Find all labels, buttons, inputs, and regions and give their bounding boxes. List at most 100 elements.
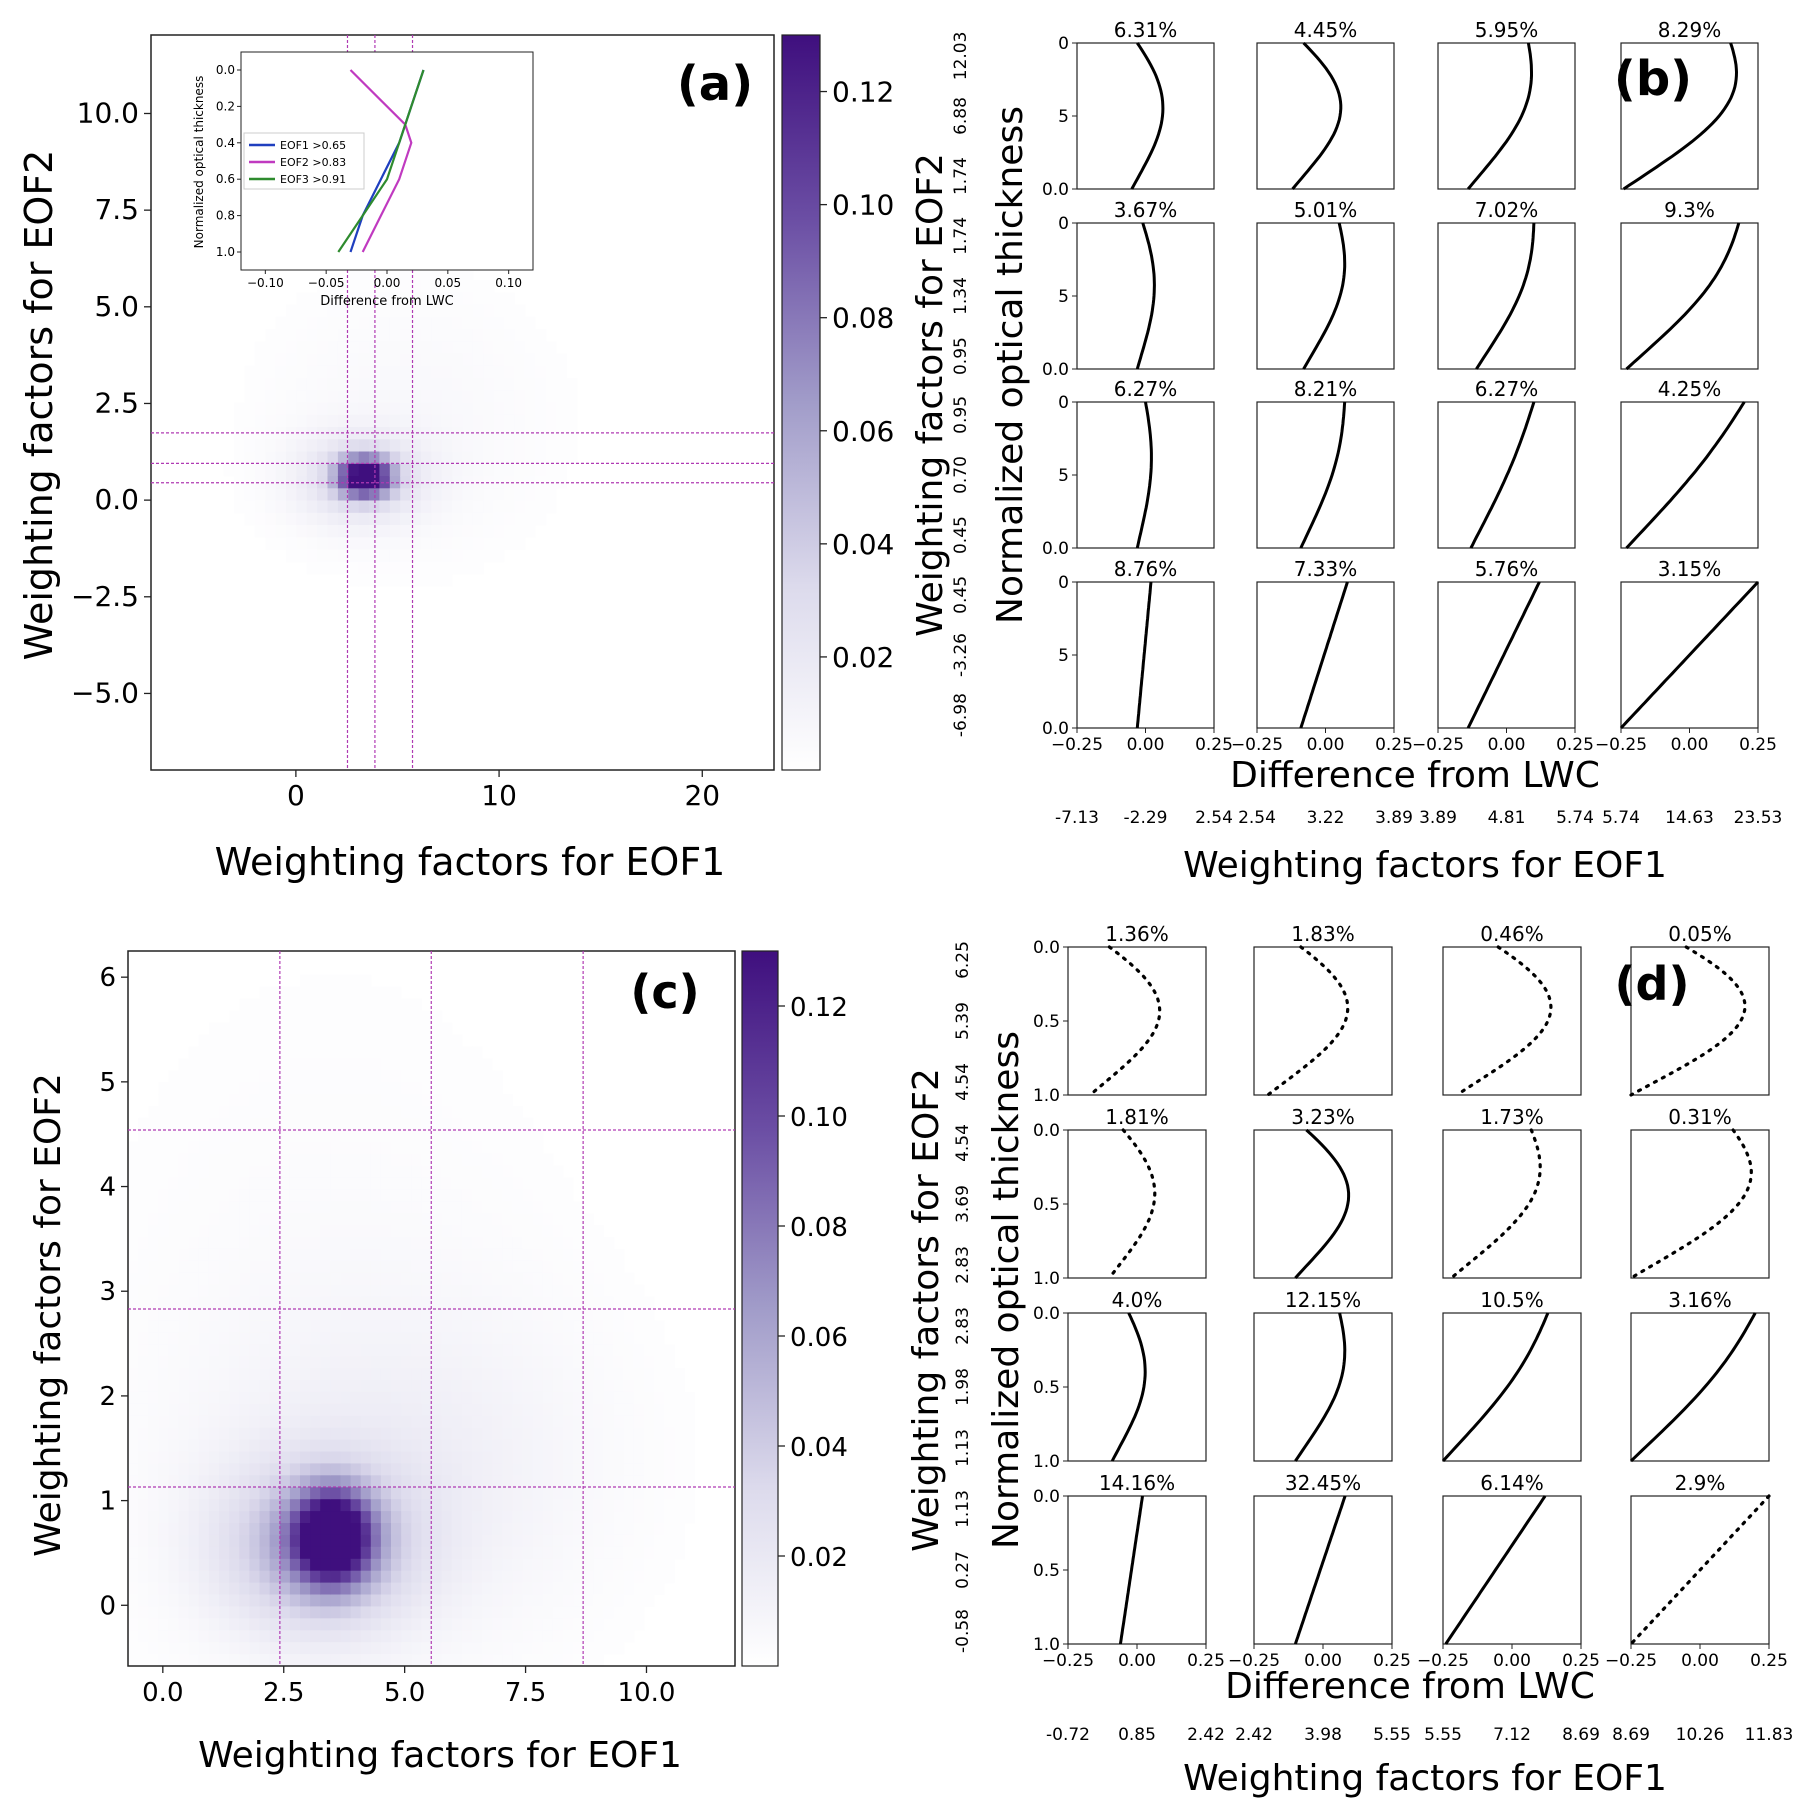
heatmap-cell bbox=[603, 1260, 615, 1274]
heatmap-cell bbox=[603, 1451, 615, 1464]
heatmap-cell bbox=[391, 1618, 402, 1631]
heatmap-cell bbox=[593, 1248, 605, 1262]
heatmap-cell bbox=[391, 1451, 402, 1464]
heatmap-cell bbox=[208, 1225, 220, 1238]
heatmap-cell bbox=[158, 1582, 169, 1596]
panel-a-inset-ylabel: Normalized optical thickness bbox=[192, 76, 206, 249]
heatmap-cell bbox=[421, 1153, 433, 1167]
y-tick-label: −5.0 bbox=[71, 676, 139, 709]
heatmap-cell bbox=[219, 1594, 230, 1607]
heatmap-cell bbox=[411, 1225, 422, 1238]
heatmap-cell bbox=[360, 974, 372, 988]
heatmap-cell bbox=[310, 1010, 321, 1024]
heatmap-cell bbox=[178, 1368, 190, 1381]
heatmap-cell bbox=[535, 512, 547, 526]
heatmap-cell bbox=[524, 463, 536, 477]
heatmap-cell bbox=[138, 1463, 149, 1476]
profile-line bbox=[1135, 401, 1153, 549]
y-tick-label: 2 bbox=[99, 1382, 116, 1412]
heatmap-cell bbox=[138, 1499, 149, 1512]
heatmap-cell bbox=[482, 1320, 493, 1333]
heatmap-cell bbox=[138, 1225, 149, 1238]
heatmap-cell bbox=[452, 292, 464, 306]
heatmap-cell bbox=[532, 1332, 544, 1345]
heatmap-cell bbox=[330, 1237, 341, 1250]
heatmap-cell bbox=[482, 1570, 493, 1584]
heatmap-cell bbox=[330, 1344, 341, 1357]
heatmap-cell bbox=[379, 512, 391, 526]
heatmap-cell bbox=[492, 1117, 503, 1131]
heatmap-cell bbox=[583, 1403, 594, 1417]
heatmap-cell bbox=[512, 1153, 524, 1167]
heatmap-cell bbox=[317, 365, 329, 379]
heatmap-cell bbox=[289, 1570, 301, 1584]
heatmap-cell bbox=[411, 1284, 422, 1298]
heatmap-cell bbox=[259, 1511, 271, 1524]
heatmap-cell bbox=[451, 1451, 463, 1464]
heatmap-cell bbox=[493, 402, 505, 416]
heatmap-cell bbox=[289, 1356, 301, 1369]
heatmap-cell bbox=[300, 1570, 311, 1584]
heatmap-cell bbox=[279, 1380, 291, 1393]
heatmap-cell bbox=[310, 1618, 321, 1631]
heatmap-cell bbox=[370, 1391, 382, 1405]
heatmap-cell bbox=[369, 316, 380, 330]
heatmap-cell bbox=[208, 1499, 220, 1512]
heatmap-cell bbox=[400, 329, 412, 342]
heatmap-cell bbox=[330, 1082, 341, 1095]
heatmap-cell bbox=[552, 1451, 564, 1464]
colorbar-tick-label: 0.10 bbox=[790, 1103, 848, 1133]
heatmap-cell bbox=[512, 1427, 524, 1441]
heatmap-cell bbox=[613, 1534, 625, 1548]
heatmap-cell bbox=[300, 1534, 311, 1548]
heatmap-cell bbox=[411, 1260, 422, 1274]
heatmap-cell bbox=[178, 1570, 190, 1584]
heatmap-cell bbox=[337, 341, 349, 355]
heatmap-cell bbox=[535, 439, 547, 453]
heatmap-cell bbox=[512, 1141, 524, 1155]
heatmap-cell bbox=[265, 537, 277, 551]
heatmap-cell bbox=[198, 1451, 210, 1464]
heatmap-cell bbox=[229, 1260, 240, 1274]
heatmap-cell bbox=[380, 1094, 392, 1107]
heatmap-cell bbox=[219, 1654, 230, 1667]
heatmap-cell bbox=[370, 1094, 382, 1107]
heatmap-cell bbox=[310, 1558, 321, 1572]
heatmap-cell bbox=[279, 1094, 291, 1107]
heatmap-cell bbox=[603, 1439, 615, 1453]
heatmap-cell bbox=[472, 1523, 483, 1536]
heatmap-cell bbox=[259, 1201, 271, 1214]
heatmap-cell bbox=[219, 1046, 230, 1059]
heatmap-cell bbox=[461, 1391, 473, 1405]
heatmap-cell bbox=[493, 512, 505, 526]
heatmap-cell bbox=[188, 1129, 200, 1143]
heatmap-cell bbox=[483, 341, 495, 355]
heatmap-cell bbox=[348, 561, 360, 575]
heatmap-cell bbox=[380, 1117, 392, 1131]
heatmap-cell bbox=[512, 1451, 524, 1464]
heatmap-cell bbox=[320, 1082, 331, 1095]
heatmap-cell bbox=[461, 1487, 473, 1500]
heatmap-cell bbox=[483, 316, 495, 330]
heatmap-cell bbox=[472, 439, 484, 453]
heatmap-cell bbox=[306, 561, 318, 575]
heatmap-cell bbox=[472, 463, 484, 477]
heatmap-cell bbox=[583, 1594, 594, 1607]
heatmap-cell bbox=[310, 1594, 321, 1607]
heatmap-cell bbox=[421, 537, 432, 551]
heatmap-cell bbox=[492, 1165, 503, 1178]
heatmap-cell bbox=[421, 304, 432, 318]
row-bin-label: 1.13 bbox=[953, 1490, 973, 1528]
heatmap-cell bbox=[654, 1558, 665, 1572]
heatmap-cell bbox=[441, 1534, 453, 1548]
heatmap-cell bbox=[542, 1570, 554, 1584]
heatmap-cell bbox=[358, 390, 370, 404]
subplot-percent: 5.76% bbox=[1475, 557, 1539, 581]
heatmap-cell bbox=[431, 1225, 443, 1238]
heatmap-cell bbox=[360, 1141, 372, 1155]
heatmap-cell bbox=[542, 1153, 554, 1167]
heatmap-cell bbox=[532, 1189, 544, 1202]
heatmap-cell bbox=[158, 1463, 169, 1476]
heatmap-cell bbox=[633, 1332, 645, 1345]
heatmap-cell bbox=[532, 1403, 544, 1417]
